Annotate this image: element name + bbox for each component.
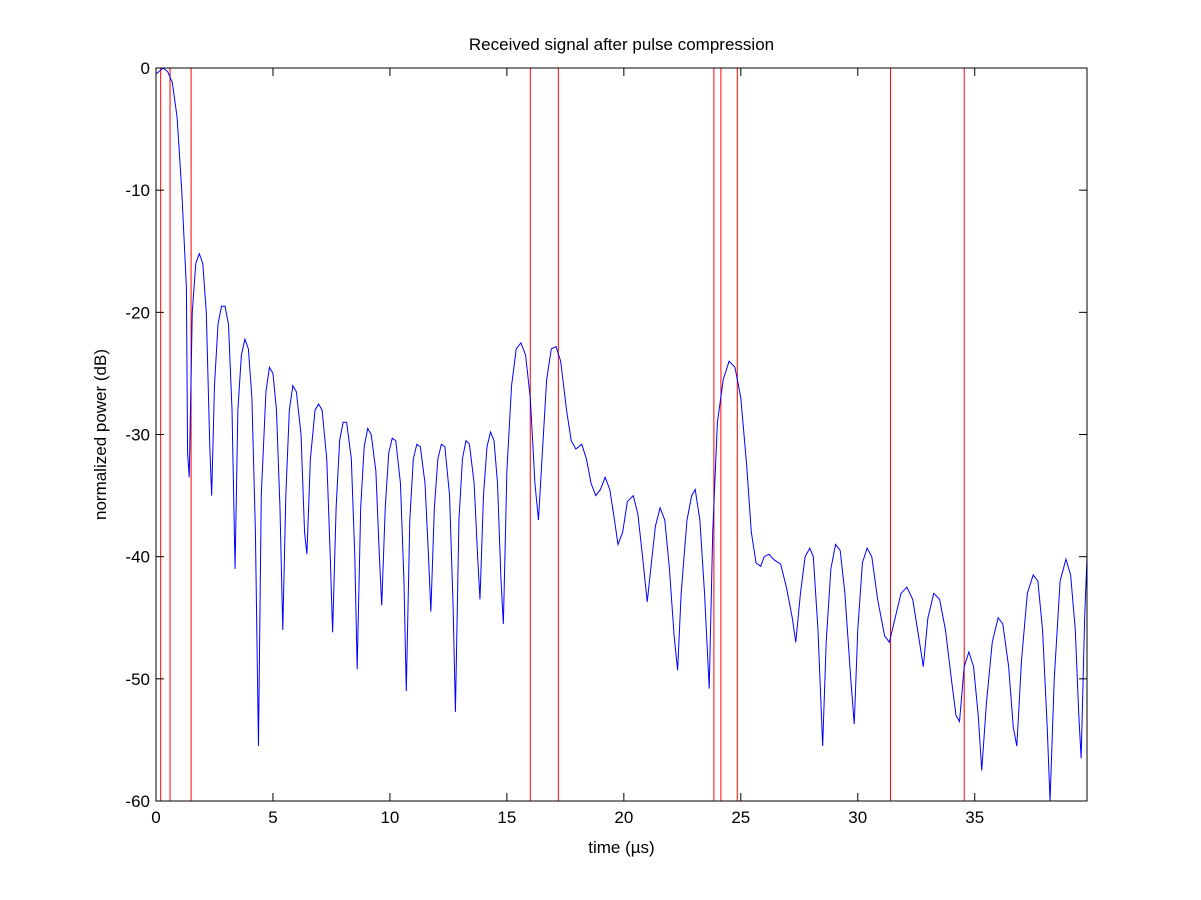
chart-title: Received signal after pulse compression — [469, 35, 774, 54]
y-axis-ticks: 0 -10 -20 -30 -40 -50 -60 — [125, 59, 1087, 811]
x-axis-ticks: 0 5 10 15 20 25 30 35 — [151, 68, 984, 827]
x-tick-label: 30 — [848, 808, 867, 827]
y-tick-label: -60 — [125, 792, 150, 811]
x-tick-label: 20 — [614, 808, 633, 827]
y-tick-label: -30 — [125, 426, 150, 445]
y-axis-label: normalized power (dB) — [91, 349, 110, 520]
x-tick-label: 25 — [731, 808, 750, 827]
x-tick-label: 5 — [268, 808, 277, 827]
x-tick-label: 0 — [151, 808, 160, 827]
x-tick-label: 15 — [497, 808, 516, 827]
series-line — [155, 67, 1088, 802]
y-tick-label: -10 — [125, 181, 150, 200]
x-axis-label: time (µs) — [588, 838, 654, 857]
x-tick-label: 10 — [380, 808, 399, 827]
y-tick-label: -20 — [125, 303, 150, 322]
x-tick-label: 35 — [965, 808, 984, 827]
y-tick-label: 0 — [141, 59, 150, 78]
plot-frame — [156, 68, 1087, 801]
y-tick-label: -50 — [125, 670, 150, 689]
plot-area — [155, 67, 1088, 802]
y-tick-label: -40 — [125, 548, 150, 567]
vertical-markers — [160, 68, 965, 801]
